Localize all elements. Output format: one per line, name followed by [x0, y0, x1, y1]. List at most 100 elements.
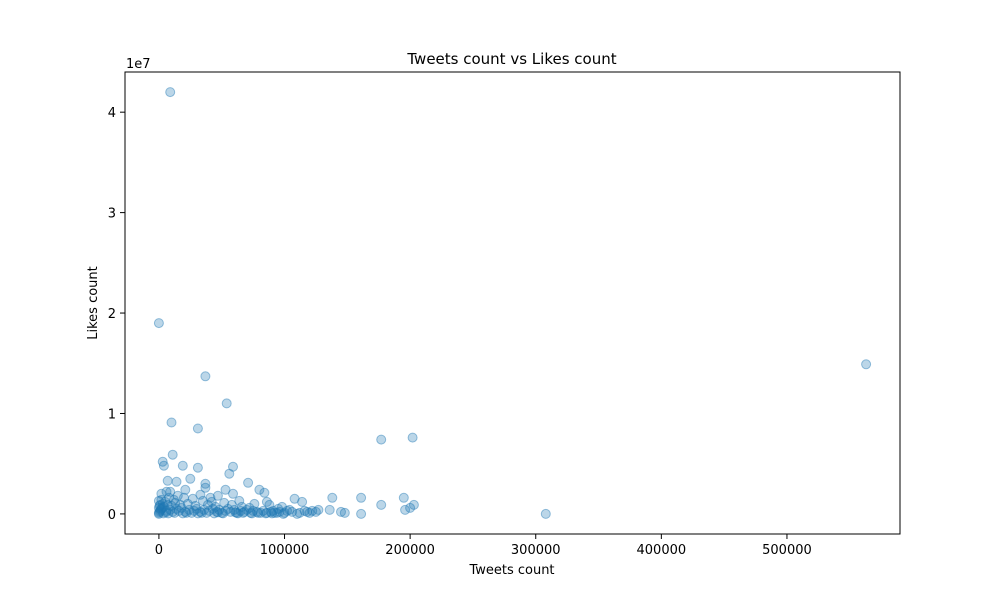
scatter-point: [158, 460, 169, 471]
scatter-point: [261, 496, 272, 507]
scatter-point: [249, 498, 260, 509]
scatter-point: [292, 508, 303, 519]
scatter-point: [180, 506, 191, 517]
scatter-point: [153, 495, 164, 506]
scatter-point: [205, 492, 216, 503]
scatter-point: [155, 499, 166, 510]
scatter-point: [160, 496, 171, 507]
scatter-point: [199, 504, 210, 515]
x-tick-label: 0: [155, 543, 163, 558]
scatter-point: [277, 501, 287, 512]
scatter-point: [155, 504, 166, 515]
scatter-point: [221, 398, 232, 409]
scatter-point: [302, 506, 313, 517]
scatter-point: [191, 503, 202, 514]
scatter-point: [179, 492, 189, 503]
scatter-point: [163, 508, 174, 519]
scatter-point: [171, 476, 182, 487]
scatter-point: [268, 505, 279, 516]
scatter-point: [408, 499, 419, 510]
scatter-point: [211, 506, 222, 517]
scatter-point: [186, 507, 197, 518]
scatter-point: [299, 505, 310, 516]
scatter-point: [243, 477, 254, 488]
scatter-point: [251, 506, 262, 517]
scatter-point: [189, 505, 200, 516]
scatter-point: [158, 501, 169, 512]
scatter-point: [304, 507, 315, 518]
scatter-point: [154, 506, 165, 517]
scatter-point: [157, 502, 168, 513]
scatter-point: [212, 490, 223, 501]
y-tick-label: 2: [108, 307, 116, 322]
scatter-point: [196, 507, 207, 518]
scatter-point: [220, 484, 231, 495]
scatter-point: [182, 498, 193, 509]
scatter-point: [261, 507, 272, 518]
y-tick-label: 0: [108, 508, 116, 523]
x-tick-label: 400000: [637, 543, 687, 558]
scatter-point: [184, 504, 195, 515]
scatter-point: [224, 468, 235, 479]
scatter-point: [210, 501, 221, 512]
scatter-point: [176, 502, 187, 513]
scatter-point: [269, 507, 280, 518]
scatter-point: [356, 508, 367, 519]
scatter-point: [376, 499, 387, 510]
scatter-point: [192, 508, 203, 519]
y-axis-offset-label: 1e7: [126, 57, 151, 72]
scatter-point: [169, 494, 179, 505]
scatter-point: [201, 507, 212, 518]
scatter-point: [234, 495, 245, 506]
scatter-point: [407, 432, 418, 443]
chart-title: Tweets count vs Likes count: [406, 50, 616, 68]
scatter-point: [279, 507, 290, 518]
x-axis-label: Tweets count: [468, 563, 554, 578]
scatter-point: [195, 506, 206, 517]
scatter-point: [200, 478, 211, 489]
scatter-point: [200, 482, 211, 493]
scatter-point: [356, 492, 367, 503]
scatter-point: [185, 473, 196, 484]
scatter-point: [202, 499, 213, 510]
scatter-point: [171, 503, 182, 514]
scatter-point: [236, 501, 247, 512]
x-tick-label: 200000: [385, 543, 435, 558]
scatter-point: [169, 507, 180, 518]
scatter-point: [161, 505, 172, 516]
scatter-point: [200, 371, 211, 382]
scatter-point: [187, 493, 198, 504]
scatter-point: [282, 505, 292, 516]
scatter-point: [239, 506, 250, 517]
scatter-point: [165, 486, 176, 497]
scatter-point: [376, 434, 387, 445]
scatter-point: [155, 505, 166, 516]
scatter-point: [216, 507, 227, 518]
scatter-point: [267, 508, 277, 519]
scatter-point: [154, 500, 165, 511]
scatter-point: [162, 475, 173, 486]
scatter-point: [195, 489, 206, 500]
scatter-point: [204, 505, 215, 516]
scatter-point: [339, 507, 350, 518]
scatter-point: [228, 488, 238, 499]
scatter-point: [226, 499, 237, 510]
scatter-point: [177, 508, 188, 519]
scatter-point: [310, 506, 321, 517]
scatter-point: [153, 502, 164, 513]
scatter-point: [284, 504, 295, 515]
scatter-point: [228, 461, 238, 472]
scatter-point: [209, 508, 220, 519]
scatter-point: [175, 499, 186, 510]
scatter-point: [157, 456, 168, 467]
scatter-point: [324, 504, 335, 515]
scatter-point: [161, 486, 172, 497]
scatter-point: [287, 506, 298, 517]
scatter-point: [400, 504, 411, 515]
scatter-point: [156, 488, 167, 499]
plot-area-frame: [124, 71, 901, 535]
scatter-point: [231, 507, 242, 518]
scatter-point: [272, 507, 282, 518]
